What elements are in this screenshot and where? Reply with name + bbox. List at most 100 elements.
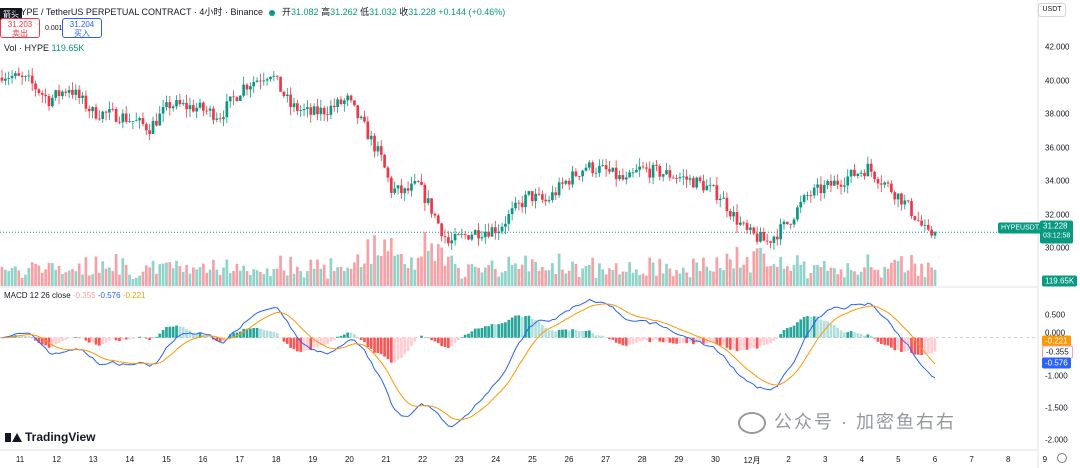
volume-bar xyxy=(453,264,457,286)
macd-histogram-bar xyxy=(604,337,608,338)
macd-histogram-bar xyxy=(282,337,286,342)
volume-bar xyxy=(359,266,363,286)
volume-bar xyxy=(44,269,47,286)
volume-bar xyxy=(7,271,11,286)
macd-legend[interactable]: MACD 12 26 close -0.355 -0.576 -0.221 xyxy=(4,291,145,300)
candle-body xyxy=(534,193,537,202)
volume-bar xyxy=(208,269,212,286)
volume-bar xyxy=(873,269,876,286)
macd-histogram-bar xyxy=(423,337,427,339)
time-tick: 22 xyxy=(418,455,428,464)
macd-histogram-bar xyxy=(608,337,611,340)
macd-histogram-bar xyxy=(57,337,61,344)
candle-body xyxy=(282,91,286,97)
macd-histogram-bar xyxy=(289,337,292,348)
macd-histogram-bar xyxy=(178,326,182,338)
volume-bar xyxy=(54,269,58,286)
volume-bar xyxy=(24,274,27,286)
candle-body xyxy=(322,107,326,115)
macd-histogram-bar xyxy=(450,337,454,347)
volume-bar xyxy=(547,270,551,286)
volume-bar xyxy=(755,248,759,286)
buy-button[interactable]: 31.204 买入 xyxy=(62,18,102,38)
macd-histogram-bar xyxy=(400,337,403,358)
macd-histogram-bar xyxy=(155,336,158,338)
macd-histogram-bar xyxy=(322,337,326,345)
volume-bar xyxy=(50,263,54,286)
volume-bar xyxy=(10,267,14,286)
macd-histogram-bar xyxy=(762,337,766,346)
macd-histogram-bar xyxy=(20,335,24,338)
arrow-tag: 箭头 xyxy=(0,8,22,21)
volume-bar xyxy=(477,267,480,286)
macd-histogram-bar xyxy=(61,337,64,342)
macd-histogram-bar xyxy=(339,335,343,338)
macd-histogram-bar xyxy=(336,336,339,338)
volume-bar xyxy=(84,257,88,286)
candle-body xyxy=(755,233,759,242)
candle-body xyxy=(876,179,880,184)
tradingview-logo[interactable]: TradingView xyxy=(5,430,95,444)
time-tick: 5 xyxy=(896,455,901,464)
macd-histogram-bar xyxy=(329,337,333,342)
volume-bar xyxy=(487,265,490,286)
macd-histogram-bar xyxy=(614,337,618,343)
macd-histogram-bar xyxy=(819,319,823,338)
gear-icon[interactable] xyxy=(1057,453,1067,463)
volume-bar xyxy=(262,274,266,286)
volume-bar xyxy=(131,278,135,286)
macd-histogram-bar xyxy=(134,337,138,339)
volume-bar xyxy=(91,274,94,286)
macd-histogram-bar xyxy=(896,337,900,351)
candle-body xyxy=(97,118,101,120)
candle-body xyxy=(34,83,37,90)
candle-body xyxy=(591,162,595,174)
macd-histogram-bar xyxy=(916,337,920,355)
macd-histogram-bar xyxy=(332,337,336,340)
macd-histogram-bar xyxy=(255,327,259,338)
candle-body xyxy=(598,165,601,173)
watermark: 公众号 · 加密鱼右右 xyxy=(738,408,956,435)
currency-selector[interactable]: USDT xyxy=(1038,3,1066,17)
candle-body xyxy=(863,172,866,177)
volume-bar xyxy=(410,257,413,286)
volume-bar xyxy=(812,265,816,286)
volume-bar xyxy=(426,250,430,286)
macd-histogram-bar xyxy=(571,329,574,338)
macd-histogram-bar xyxy=(507,319,511,338)
macd-histogram-bar xyxy=(645,337,648,341)
candle-body xyxy=(30,75,34,84)
candle-body xyxy=(698,177,702,182)
volume-bar xyxy=(893,259,897,286)
candle-body xyxy=(7,78,11,79)
macd-histogram-bar xyxy=(789,327,793,338)
volume-bar xyxy=(634,269,638,286)
volume-bar xyxy=(463,276,467,286)
candle-body xyxy=(124,113,128,122)
last-price-value: 31.228 xyxy=(1043,221,1068,231)
volume-bar xyxy=(326,278,329,286)
symbol-legend[interactable]: HYPE / TetherUS PERPETUAL CONTRACT · 4小时… xyxy=(14,7,506,17)
macd-histogram-bar xyxy=(413,337,417,342)
candle-body xyxy=(447,237,450,244)
macd-histogram-bar xyxy=(470,331,474,338)
macd-histogram-bar xyxy=(403,337,407,355)
volume-bar xyxy=(661,273,665,286)
time-tick: 12 xyxy=(52,455,62,464)
macd-histogram-bar xyxy=(618,337,621,344)
macd-histogram-bar xyxy=(0,337,4,339)
candle-body xyxy=(785,221,789,224)
macd-histogram-bar xyxy=(530,318,534,338)
volume-legend[interactable]: Vol · HYPE 119.65K xyxy=(4,43,84,53)
ohlc-low-label: 低 xyxy=(360,7,370,17)
candle-body xyxy=(161,107,165,114)
macd-histogram-bar xyxy=(369,337,373,349)
sell-button[interactable]: 31.203 卖出 xyxy=(0,18,40,38)
candle-body xyxy=(20,75,24,78)
volume-bar xyxy=(195,269,198,286)
macd-histogram-bar xyxy=(453,337,457,344)
macd-histogram-bar xyxy=(598,335,601,338)
volume-bar xyxy=(447,256,450,286)
volume-bar xyxy=(591,257,595,286)
